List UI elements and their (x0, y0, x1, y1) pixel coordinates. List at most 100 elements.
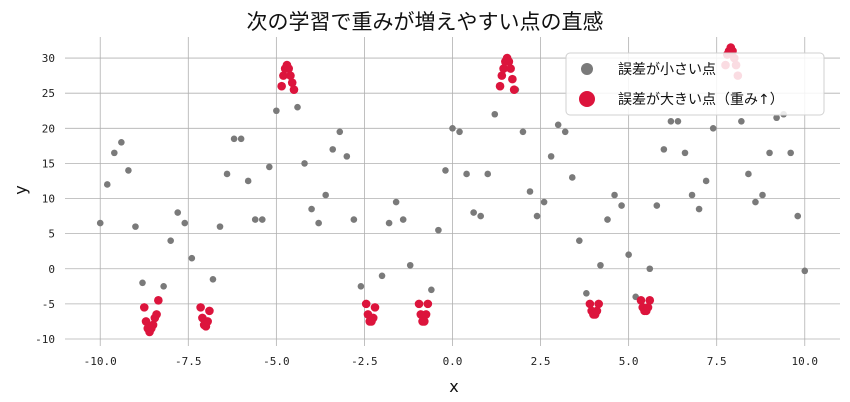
point-large-error (203, 317, 212, 326)
point-small-error (125, 167, 132, 174)
point-small-error (576, 237, 583, 244)
legend: 誤差が小さい点 誤差が大きい点（重み↑） (565, 52, 825, 116)
point-large-error (414, 299, 424, 309)
point-small-error (167, 237, 174, 244)
x-tick-label: 2.5 (531, 355, 551, 368)
y-tick-label: 25 (42, 87, 55, 100)
point-large-error (277, 81, 286, 91)
point-large-error (636, 296, 646, 305)
x-tick-label: -7.5 (175, 355, 202, 368)
point-large-error (506, 64, 515, 73)
point-large-error (148, 320, 158, 330)
point-small-error (540, 198, 548, 206)
y-tick-label: 10 (42, 193, 55, 206)
point-large-error (154, 296, 163, 305)
point-small-error (294, 103, 301, 111)
point-large-error (495, 81, 505, 91)
point-large-error (284, 64, 293, 73)
point-small-error (547, 153, 555, 160)
point-small-error (428, 286, 435, 294)
x-tick-label: 10.0 (792, 355, 819, 368)
point-small-error (618, 202, 625, 209)
point-small-error (230, 135, 238, 143)
point-large-error (421, 310, 431, 319)
point-large-error (592, 306, 602, 316)
x-tick-labels: -10.0 -7.5 -5.0 -2.5 0.0 2.5 5.0 7.5 10.0 (84, 355, 818, 368)
point-large-error (287, 78, 297, 87)
point-small-error (188, 254, 196, 262)
point-small-error (216, 223, 224, 230)
point-small-error (96, 219, 104, 227)
point-small-error (787, 149, 794, 157)
point-small-error (273, 107, 280, 115)
x-tick-label: 7.5 (707, 355, 727, 368)
point-small-error (484, 170, 492, 178)
chart-title: 次の学習で重みが増えやすい点の直感 (247, 10, 604, 34)
point-small-error (477, 212, 484, 220)
point-small-error (118, 139, 125, 146)
point-small-error (667, 117, 675, 125)
point-small-error (174, 209, 182, 216)
point-small-error (315, 219, 322, 227)
point-small-error (611, 191, 618, 199)
point-small-error (350, 216, 358, 223)
y-tick-label: 20 (42, 122, 55, 135)
point-small-error (435, 226, 442, 234)
x-tick-label: -2.5 (351, 355, 378, 368)
point-small-error (343, 153, 351, 160)
x-axis-label: x (449, 377, 458, 396)
point-large-error (497, 71, 507, 80)
point-small-error (773, 114, 780, 122)
point-small-error (533, 212, 541, 220)
point-small-error (463, 170, 470, 178)
x-tick-label: -10.0 (84, 355, 117, 368)
point-small-error (139, 279, 146, 287)
point-small-error (646, 265, 654, 273)
point-small-error (103, 181, 111, 188)
point-large-error (594, 299, 603, 309)
point-large-error (509, 85, 519, 94)
point-small-error (132, 223, 139, 230)
point-small-error (392, 198, 400, 206)
point-small-error (456, 128, 463, 136)
point-small-error (660, 146, 668, 153)
point-small-error (385, 219, 393, 227)
point-small-error (688, 191, 696, 199)
point-small-error (470, 209, 477, 216)
point-small-error (738, 117, 745, 125)
point-large-error (368, 313, 378, 323)
legend-marker-large-error (579, 91, 595, 107)
point-small-error (801, 267, 809, 275)
point-small-error (181, 219, 189, 227)
point-large-error (508, 74, 517, 84)
point-small-error (766, 149, 773, 157)
point-small-error (554, 121, 562, 129)
y-tick-label: 15 (42, 157, 55, 170)
point-small-error (336, 128, 344, 136)
point-small-error (519, 128, 527, 136)
point-large-error (286, 71, 295, 80)
point-small-error (709, 124, 717, 132)
legend-label-small-error: 誤差が小さい点 (618, 62, 716, 78)
point-large-error (585, 299, 595, 309)
point-small-error (702, 177, 710, 185)
point-small-error (357, 283, 365, 290)
point-small-error (653, 202, 661, 209)
point-small-error (745, 170, 752, 178)
point-small-error (674, 117, 682, 125)
point-large-error (499, 64, 508, 73)
point-small-error (237, 135, 245, 143)
point-large-error (645, 296, 655, 305)
point-small-error (583, 290, 590, 297)
x-tick-label: 0.0 (443, 355, 463, 368)
point-small-error (301, 160, 308, 167)
point-small-error (111, 149, 118, 157)
y-tick-label: 0 (48, 263, 55, 276)
point-large-error (141, 317, 151, 326)
point-small-error (244, 177, 252, 185)
point-small-error (491, 110, 499, 118)
point-small-error (308, 205, 315, 213)
point-small-error (399, 216, 407, 223)
y-axis-label: y (11, 185, 30, 194)
point-large-error (361, 299, 371, 309)
